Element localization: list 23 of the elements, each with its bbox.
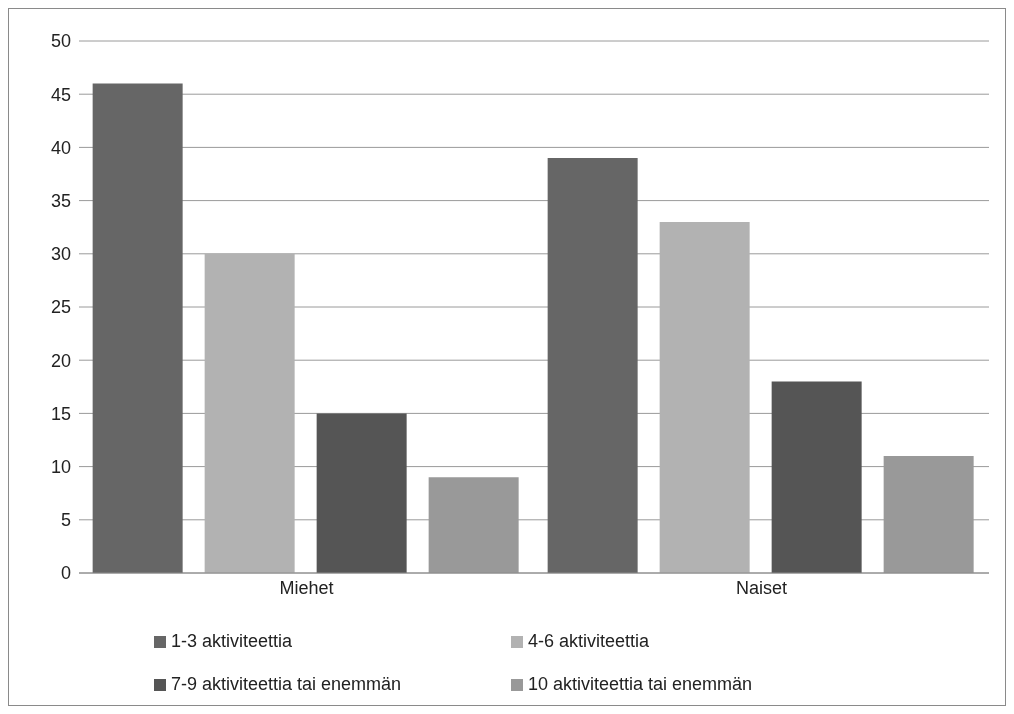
y-tick-label: 25 — [50, 297, 71, 318]
y-tick-label: 15 — [50, 403, 71, 424]
legend-label: 7-9 aktiviteettia tai enemmän — [171, 674, 402, 695]
bar — [771, 381, 862, 573]
y-tick-label: 0 — [60, 563, 71, 584]
y-tick-label: 40 — [50, 137, 71, 158]
bar — [316, 413, 407, 573]
y-tick-label: 50 — [50, 31, 71, 52]
y-tick-label: 10 — [50, 456, 71, 477]
x-tick-label: Naiset — [735, 577, 788, 598]
y-tick-label: 20 — [50, 350, 71, 371]
x-tick-label: Miehet — [279, 577, 334, 598]
bar — [659, 221, 750, 573]
legend-label: 1-3 aktiviteettia — [171, 631, 293, 652]
y-tick-label: 45 — [50, 84, 71, 105]
y-tick-label: 35 — [50, 190, 71, 211]
bar — [547, 158, 638, 573]
y-tick-label: 5 — [60, 510, 71, 531]
bar — [92, 83, 183, 573]
legend-label: 4-6 aktiviteettia — [528, 631, 650, 652]
y-tick-label: 30 — [50, 244, 71, 265]
bar — [204, 253, 295, 573]
legend-label: 10 aktiviteettia tai enemmän — [528, 674, 753, 695]
